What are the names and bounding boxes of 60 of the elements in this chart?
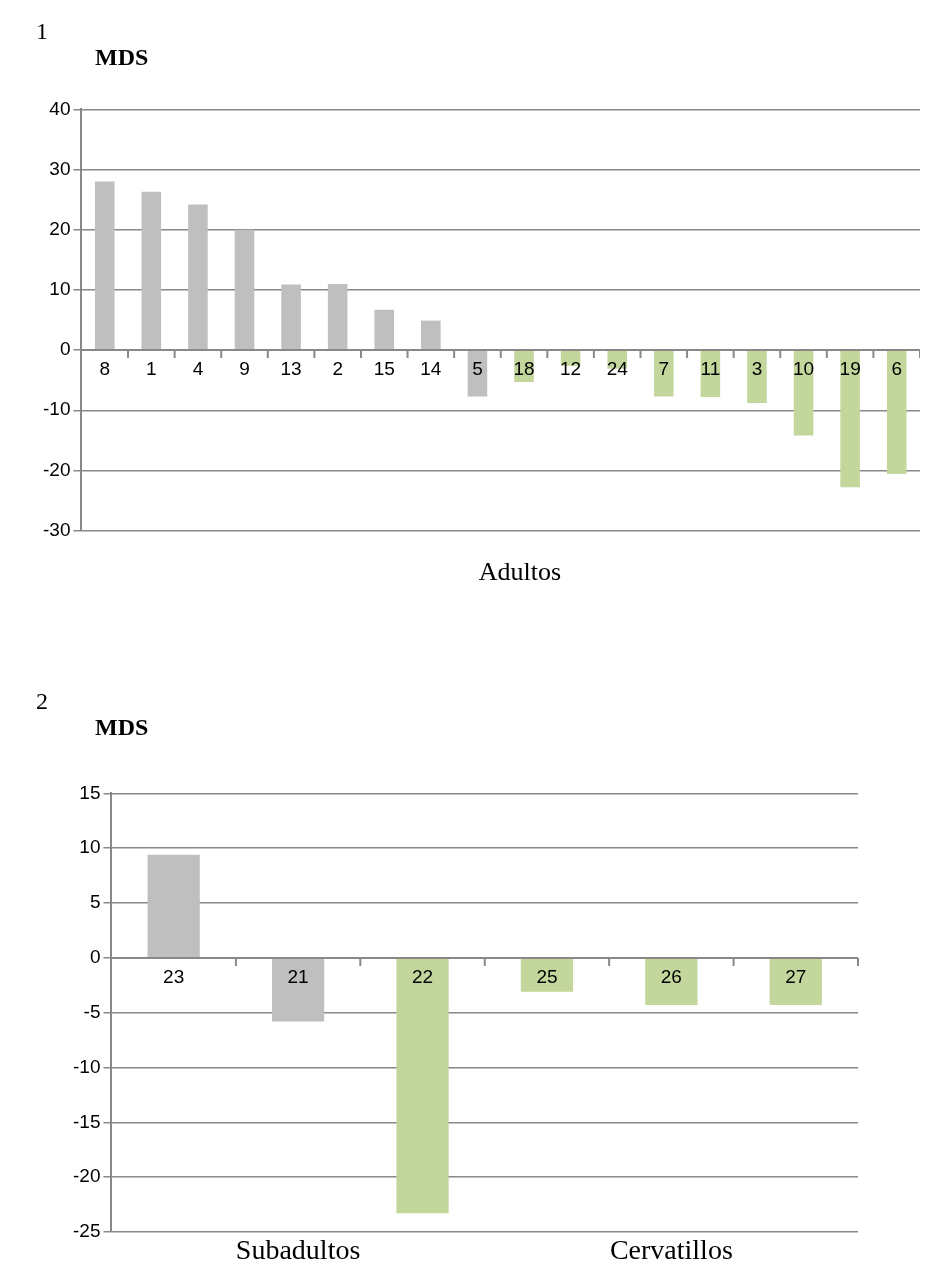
x-tick-label: 25 [536,965,558,987]
y-tick-label: 40 [49,97,71,119]
x-tick-label: 2 [332,357,343,379]
x-tick-label: 12 [560,357,582,379]
x-tick-label: 4 [192,357,204,379]
bar [327,283,348,350]
bar [188,204,208,350]
x-tick-label: 6 [891,357,902,379]
x-tick-label: 13 [280,357,302,379]
bar [141,191,162,350]
y-tick-label: 30 [49,157,71,179]
y-tick-label: -20 [42,458,71,480]
x-tick-label: 21 [287,965,309,987]
bar [654,350,674,397]
x-tick-label: 3 [751,357,763,379]
text: Cervatillos [609,1234,733,1266]
x-tick-label: 22 [411,965,434,987]
x-tick-label: 19 [839,357,861,379]
y-tick-label: -10 [72,1055,101,1077]
y-tick-label: -20 [72,1165,101,1187]
y-tick-label: 0 [89,946,101,968]
bar [421,320,441,350]
y-tick-label: 15 [79,781,101,803]
x-tick-label: 14 [420,357,442,379]
y-tick-label: 10 [49,278,71,300]
x-tick-label: 9 [239,357,250,379]
x-tick-label: 27 [785,965,807,987]
y-tick-label: -25 [72,1220,101,1242]
chart-title: MDS [95,44,149,71]
x-tick-label: 10 [792,357,815,379]
x-tick-label: 15 [373,357,395,379]
chart-title: MDS [95,714,149,741]
text: 2 [36,688,48,715]
x-tick-label: 1 [146,357,157,379]
y-tick-label: -30 [42,518,71,540]
y-tick-label: -15 [72,1110,101,1132]
y-tick-label: 0 [59,338,71,360]
x-axis-title: Adultos [477,557,563,587]
y-tick-label: -10 [42,398,71,420]
x-tick-label: 18 [513,357,535,379]
bar [747,350,767,404]
y-tick-label: 5 [89,891,101,913]
x-tick-label: 24 [606,357,629,379]
bar [840,350,860,488]
bar [94,181,115,350]
bar [886,350,907,475]
x-tick-label: 26 [660,965,682,987]
x-tick-label: 8 [99,357,111,379]
y-tick-label: 20 [49,217,71,239]
x-tick-label: 7 [658,357,670,379]
x-tick-label: 5 [472,357,483,379]
bar [281,284,301,350]
text: 1 [36,18,48,45]
bar [234,229,255,350]
y-tick-label: -5 [83,1000,101,1022]
x-tick-label: 11 [700,357,721,379]
text: Subadultos [235,1234,361,1266]
x-tick-label: 23 [163,965,185,987]
bar [374,309,395,350]
y-tick-label: 10 [79,836,101,858]
